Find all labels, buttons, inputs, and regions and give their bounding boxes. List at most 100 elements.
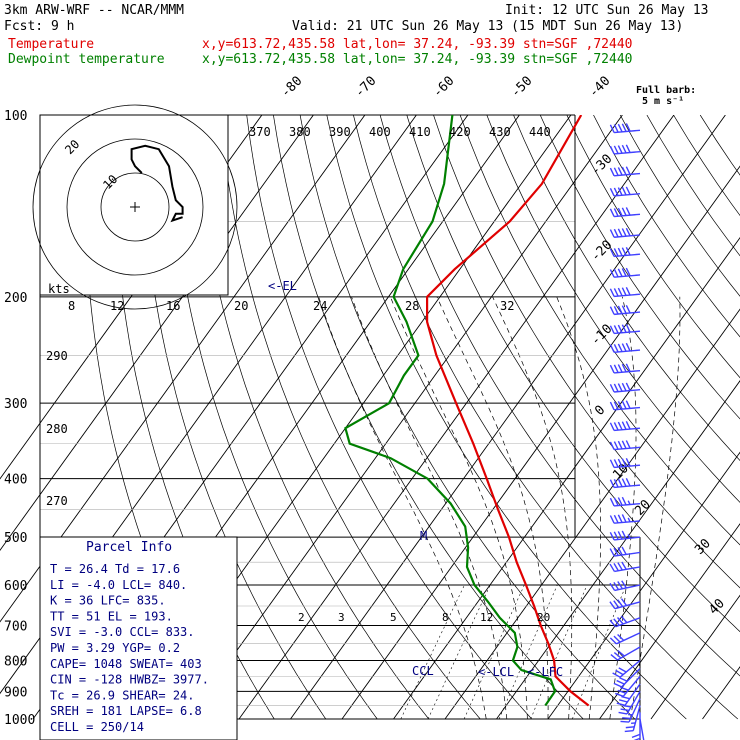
wind-barb-flag: [618, 667, 627, 673]
dry-adiabat-line: [273, 115, 584, 720]
temperature-trace: [426, 115, 590, 707]
wind-barb-staff: [614, 253, 641, 258]
temperature-location: x,y=613.72,435.58 lat,lon= 37.24, -93.39…: [202, 37, 632, 52]
wind-barb-staff: [614, 427, 641, 432]
wind-barb-flag: [621, 268, 627, 277]
wind-barb-flag: [625, 247, 631, 256]
temperature-legend: Temperature: [8, 37, 94, 52]
wind-barb-flag: [621, 324, 627, 333]
isotherm-line: [238, 115, 675, 720]
isotherm-line: [444, 308, 740, 720]
wind-barb-staff: [614, 172, 641, 177]
wind-barb-flag: [625, 382, 631, 391]
wind-barb-staff: [614, 551, 641, 557]
wind-barb-flag: [621, 496, 627, 506]
mixing-ratio-label: 3: [338, 611, 345, 624]
wind-barb-flag: [609, 637, 617, 645]
wind-barb-flag: [621, 514, 627, 523]
wind-barb-flag: [613, 459, 619, 468]
wind-barb-flag: [617, 562, 623, 571]
wind-barb-flag: [613, 479, 619, 488]
isotherm-line: [393, 236, 740, 720]
dewpoint-legend: Dewpoint temperature: [8, 52, 165, 67]
wind-barb-half-flag: [627, 500, 631, 505]
wind-barb-flag: [621, 580, 627, 589]
mixing-ratio-line: [498, 584, 558, 720]
wind-barb-flag: [613, 383, 619, 392]
wind-barb-flag: [613, 497, 619, 506]
isotherm-label: 40: [706, 596, 728, 618]
moist-adiabat-label: 12: [110, 299, 124, 313]
wind-barb-staff: [616, 632, 641, 645]
dry-adiabat-line: [513, 115, 740, 461]
isotherm-label: -80: [278, 74, 305, 101]
wind-barb-flag: [617, 440, 623, 450]
lcl-marker: <-LCL: [478, 665, 514, 679]
wind-barb-flag: [617, 531, 623, 540]
lfc-marker: <-LFC: [527, 665, 563, 679]
isotherm-line: [547, 451, 740, 720]
wind-barb-flag: [625, 267, 631, 277]
pressure-label: 600: [4, 579, 27, 594]
wind-barb-flag: [609, 459, 615, 468]
mixing-ratio-line: [530, 584, 588, 720]
dry-adiabat-line: [379, 115, 740, 677]
wind-barb-flag: [621, 123, 627, 132]
wind-barb-flag: [609, 325, 615, 334]
wind-barb-flag: [617, 421, 623, 431]
mixing-ratio-line: [400, 584, 465, 720]
wind-barb-staff: [614, 193, 641, 197]
wind-barb-flag: [622, 704, 632, 708]
mixing-ratio-label: 2: [298, 611, 305, 624]
wind-barb-staff: [614, 601, 641, 610]
wind-barb-flag: [619, 677, 628, 682]
wind-barb-flag: [620, 598, 628, 606]
wind-barb-staff: [626, 691, 641, 715]
m-marker: M: [420, 529, 427, 543]
wind-barb-flag: [625, 207, 631, 216]
wind-barb-flag: [609, 364, 615, 374]
wind-barb-flag: [617, 478, 623, 487]
barb-key-title: Full barb:: [636, 85, 696, 96]
wind-barb-flag: [621, 561, 627, 570]
moist-adiabat-label: 32: [500, 299, 514, 313]
wind-barb-flag: [613, 124, 619, 133]
wind-barb-flag: [621, 287, 627, 296]
wind-barb-staff: [619, 659, 641, 678]
isotherm-line: [702, 666, 740, 720]
dry-adiabat-line: [486, 115, 740, 503]
parcel-info-row: CIN = -128 HWBZ= 3977.: [50, 673, 209, 687]
wind-barb-flag: [617, 650, 625, 657]
ccl-marker: CCL: [412, 664, 434, 678]
wind-barb-flag: [620, 708, 630, 712]
dry-adiabat-line: [459, 115, 740, 546]
pressure-label: 100: [4, 109, 27, 124]
dry-adiabat-label: 440: [529, 125, 551, 139]
mixing-ratio-label: 20: [537, 611, 550, 624]
wind-barb-staff: [617, 646, 641, 661]
wind-barb-staff: [614, 446, 641, 451]
wind-barb-flag: [617, 287, 623, 297]
el-marker: <-EL: [268, 279, 297, 293]
pressure-label: 700: [4, 619, 27, 634]
wind-barb-flag: [624, 729, 634, 733]
forecast-hour: Fcst: 9 h: [4, 19, 74, 34]
dry-adiabat-line: [246, 115, 533, 720]
wind-barb-flag: [613, 208, 619, 217]
isotherm-line: [599, 523, 740, 720]
wind-barb-flag: [613, 268, 619, 278]
wind-barb-flag: [613, 288, 619, 297]
wind-barb-flag: [609, 288, 615, 297]
theta-label: 280: [46, 422, 68, 436]
wind-barb-flag: [618, 711, 628, 715]
wind-barb-staff: [614, 566, 641, 573]
parcel-info-row: TT = 51 EL = 193.: [50, 609, 173, 623]
wind-barb-staff: [614, 536, 641, 541]
wind-barb-flag: [617, 123, 623, 133]
wind-barb-flag: [613, 581, 620, 590]
moist-adiabat-line: [556, 296, 601, 720]
wind-barb-flag: [609, 582, 616, 591]
dry-adiabat-label: 390: [329, 125, 351, 139]
